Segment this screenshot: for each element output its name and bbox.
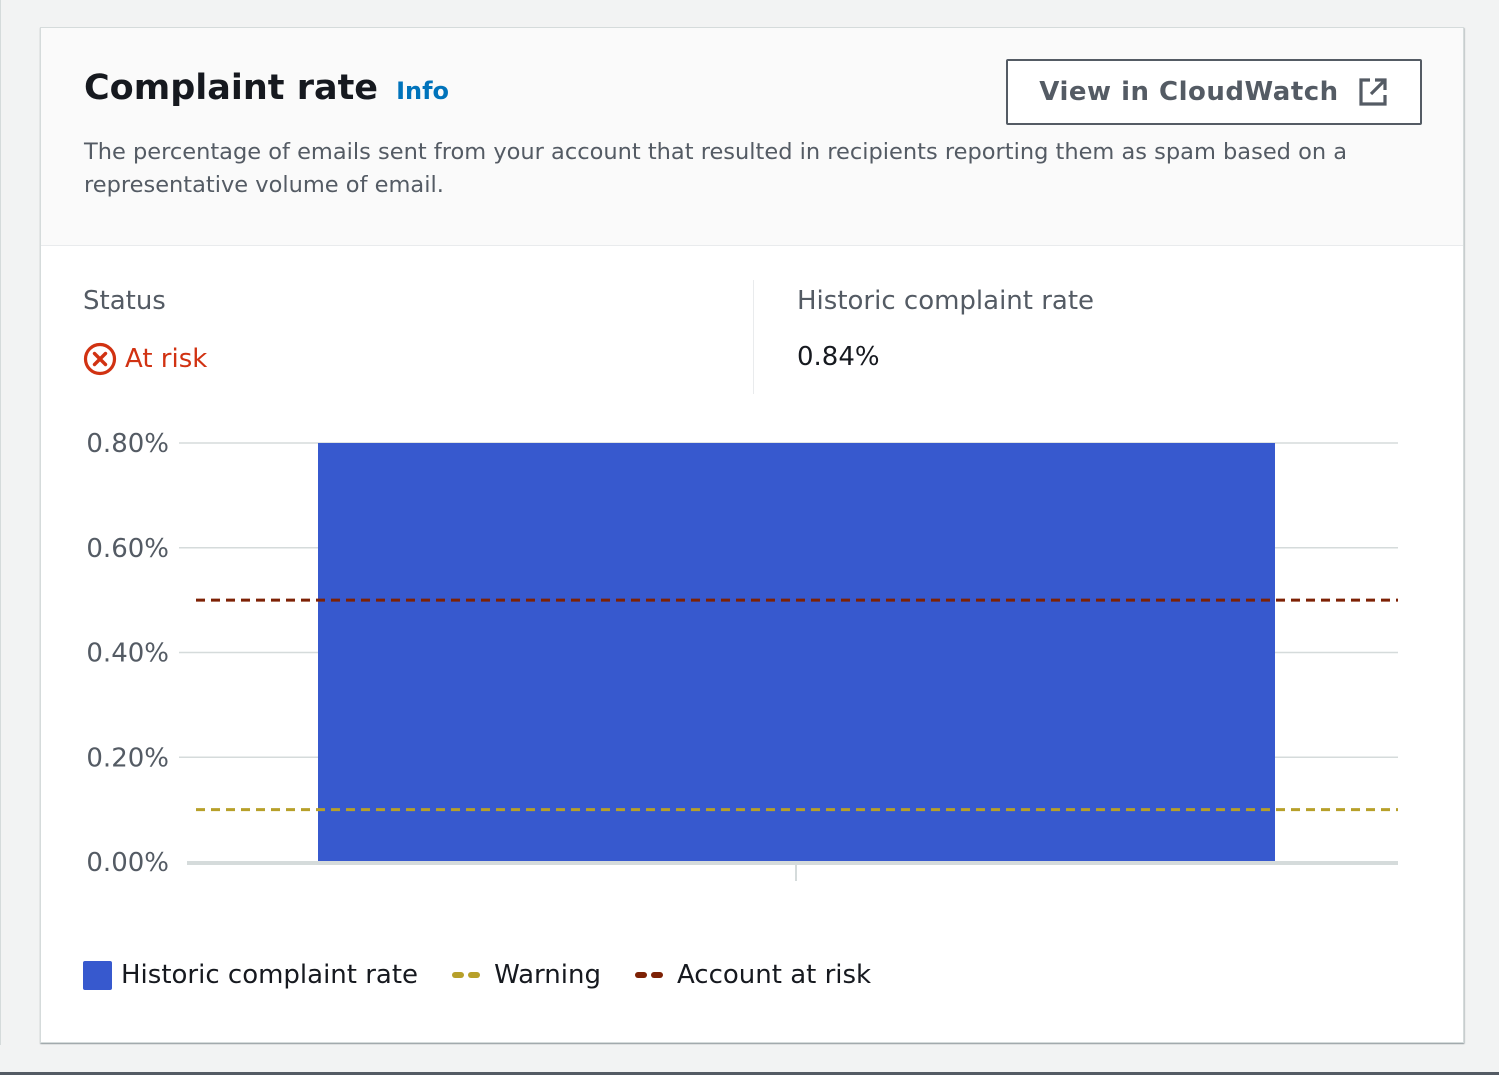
info-link[interactable]: Info bbox=[396, 77, 450, 105]
y-tick-label: 0.80% bbox=[86, 429, 169, 459]
legend-item-historic[interactable]: Historic complaint rate bbox=[83, 960, 418, 990]
legend-swatch-account-at-risk bbox=[634, 972, 667, 978]
historic-value: 0.84% bbox=[797, 342, 880, 372]
historic-section: Historic complaint rate 0.84% bbox=[797, 286, 1094, 372]
legend-label-historic: Historic complaint rate bbox=[121, 960, 419, 990]
status-error-icon bbox=[83, 342, 117, 376]
y-tick-label: 0.40% bbox=[86, 639, 169, 669]
card-title: Complaint rate bbox=[84, 68, 379, 108]
bottom-bar bbox=[0, 1072, 1499, 1075]
legend-swatch-warning bbox=[452, 972, 484, 978]
status-label: Status bbox=[83, 286, 166, 316]
legend-label-warning: Warning bbox=[494, 960, 601, 990]
legend-label-account-at-risk: Account at risk bbox=[676, 960, 872, 990]
historic-label: Historic complaint rate bbox=[797, 286, 1095, 316]
external-link-icon bbox=[1359, 78, 1387, 106]
status-text: At risk bbox=[125, 344, 208, 374]
view-in-cloudwatch-button[interactable]: View in CloudWatch bbox=[1006, 59, 1422, 125]
legend-swatch-bar bbox=[83, 960, 112, 990]
chart-legend: Historic complaint rate Warning Account … bbox=[83, 960, 905, 990]
legend-item-account-at-risk[interactable]: Account at risk bbox=[634, 960, 872, 990]
column-divider bbox=[753, 280, 754, 394]
y-tick-label: 0.00% bbox=[86, 848, 169, 878]
status-value: At risk bbox=[83, 342, 207, 376]
card-description: The percentage of emails sent from your … bbox=[84, 139, 1348, 198]
y-tick-label: 0.20% bbox=[86, 743, 169, 773]
status-section: Status At risk bbox=[83, 286, 207, 376]
title-row: Complaint rate Info bbox=[84, 68, 449, 108]
bar-historic-complaint-rate bbox=[318, 443, 1275, 862]
complaint-rate-card: Complaint rate Info The percentage of em… bbox=[40, 27, 1464, 1043]
left-panel-edge bbox=[0, 0, 1, 1045]
cloudwatch-button-label: View in CloudWatch bbox=[1039, 77, 1339, 107]
complaint-rate-chart: 0.00% 0.20% 0.40% 0.60% 0.80% bbox=[86, 429, 1398, 881]
legend-item-warning[interactable]: Warning bbox=[452, 960, 601, 990]
card-header: Complaint rate Info The percentage of em… bbox=[41, 28, 1463, 246]
y-tick-label: 0.60% bbox=[86, 534, 169, 564]
